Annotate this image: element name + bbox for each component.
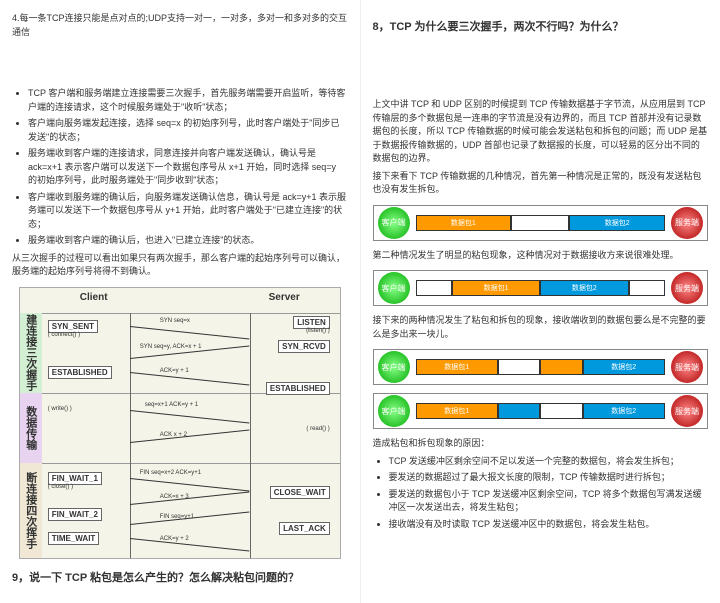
fn-read: ( read() ) (306, 426, 329, 432)
tcp-handshake-diagram: Client Server 建连接三次握手 数据传输 断连接四次挥手 SYN_S… (19, 287, 341, 559)
state-established-r: ESTABLISHED (266, 382, 330, 395)
fn-connect: ( connect() ) (48, 332, 80, 338)
packet-case-1: 客户端 数据包1 数据包2 服务端 (373, 205, 709, 241)
phase-data: 数据传输 (20, 393, 42, 463)
packet-case-3: 客户端 数据包1 数据包2 服务端 (373, 349, 709, 385)
packet-1: 数据包1 (416, 215, 512, 231)
para-4: 接下来的两种情况发生了粘包和拆包的现象，接收端收到的数据包要么是不完整的要么是多… (373, 314, 709, 341)
packet-case-2: 客户端 数据包1 数据包2 服务端 (373, 270, 709, 306)
phase-connect: 建连接三次握手 (20, 313, 42, 393)
packet-1: 数据包1 (416, 359, 499, 375)
server-endpoint: 服务端 (671, 272, 703, 304)
para-5: 造成粘包和拆包现象的原因： (373, 437, 709, 451)
state-time-wait: TIME_WAIT (48, 532, 100, 545)
cause-3: 要发送的数据包小于 TCP 发送缓冲区剩余空间，TCP 将多个数据包写满发送缓冲… (389, 488, 709, 515)
msg-ack3: ACK=x + 3 (160, 494, 189, 500)
handshake-note: 从三次握手的过程可以看出如果只有两次握手，那么客户端的起始序列号可以确认，服务端… (12, 252, 348, 279)
handshake-steps: TCP 客户端和服务端建立连接需要三次握手，首先服务端需要开启监听，等待客户端的… (12, 87, 348, 248)
para-1: 上文中讲 TCP 和 UDP 区别的时候提到 TCP 传输数据基于字节流，从应用… (373, 98, 709, 166)
client-endpoint: 客户端 (378, 351, 410, 383)
msg-data: seq=x+1 ACK=y + 1 (145, 402, 198, 408)
msg-syn: SYN seq=x (160, 318, 190, 324)
msg-fin1: FIN seq=x+2 ACK=y+1 (140, 470, 201, 476)
client-endpoint: 客户端 (378, 395, 410, 427)
packet-2: 数据包2 (540, 280, 628, 296)
client-endpoint: 客户端 (378, 207, 410, 239)
step-3: 服务端收到客户端的连接请求，同意连接并向客户端发送确认，确认号是 ack=x+1… (28, 147, 348, 188)
state-established-l: ESTABLISHED (48, 366, 112, 379)
msg-ack4: ACK=y + 2 (160, 536, 189, 542)
cause-2: 要发送的数据超过了最大报文长度的限制，TCP 传输数据时进行拆包； (389, 471, 709, 485)
state-syn-rcvd: SYN_RCVD (278, 340, 330, 353)
server-endpoint: 服务端 (671, 207, 703, 239)
causes-list: TCP 发送缓冲区剩余空间不足以发送一个完整的数据包，将会发生拆包； 要发送的数… (373, 455, 709, 532)
state-fin-wait-2: FIN_WAIT_2 (48, 508, 102, 521)
para-2: 接下来看下 TCP 传输数据的几种情况，首先第一种情况是正常的，既没有发送粘包也… (373, 170, 709, 197)
server-endpoint: 服务端 (671, 395, 703, 427)
msg-ack1: ACK=y + 1 (160, 368, 189, 374)
cause-4: 接收端没有及时读取 TCP 发送缓冲区中的数据包，将会发生粘包。 (389, 518, 709, 532)
packet-1: 数据包1 (452, 280, 540, 296)
step-5: 服务端收到客户端的确认后，也进入"已建立连接"的状态。 (28, 234, 348, 248)
intro-text: 4.每一条TCP连接只能是点对点的;UDP支持一对一，一对多，多对一和多对多的交… (12, 12, 348, 39)
fn-write: ( write() ) (48, 406, 72, 412)
phase-close: 断连接四次挥手 (20, 463, 42, 558)
server-header: Server (269, 292, 300, 303)
msg-ack2: ACK x + 2 (160, 432, 187, 438)
packet-1: 数据包1 (416, 403, 499, 419)
packet-2: 数据包2 (583, 403, 666, 419)
step-1: TCP 客户端和服务端建立连接需要三次握手，首先服务端需要开启监听，等待客户端的… (28, 87, 348, 114)
step-2: 客户端向服务端发起连接，选择 seq=x 的初始序列号，此时客户端处于"同步已发… (28, 117, 348, 144)
fn-listen: (listen() ) (306, 328, 330, 334)
client-endpoint: 客户端 (378, 272, 410, 304)
packet-2: 数据包2 (569, 215, 665, 231)
msg-synack: SYN seq=y, ACK=x + 1 (140, 344, 202, 350)
para-3: 第二种情况发生了明显的粘包现象，这种情况对于数据接收方来说很难处理。 (373, 249, 709, 263)
cause-1: TCP 发送缓冲区剩余空间不足以发送一个完整的数据包，将会发生拆包； (389, 455, 709, 469)
question-9: 9，说一下 TCP 粘包是怎么产生的？怎么解决粘包问题的？ (12, 569, 348, 585)
client-header: Client (80, 292, 108, 303)
packet-case-4: 客户端 数据包1 数据包2 服务端 (373, 393, 709, 429)
server-endpoint: 服务端 (671, 351, 703, 383)
question-8: 8，TCP 为什么要三次握手，两次不行吗？为什么？ (373, 18, 709, 34)
state-close-wait: CLOSE_WAIT (270, 486, 330, 499)
step-4: 客户端收到服务端的确认后，向服务端发送确认信息，确认号是 ack=y+1 表示服… (28, 191, 348, 232)
packet-2: 数据包2 (583, 359, 666, 375)
fn-close: ( close() ) (48, 484, 73, 490)
msg-fin2: FIN seq=y+1 (160, 514, 194, 520)
state-last-ack: LAST_ACK (279, 522, 330, 535)
